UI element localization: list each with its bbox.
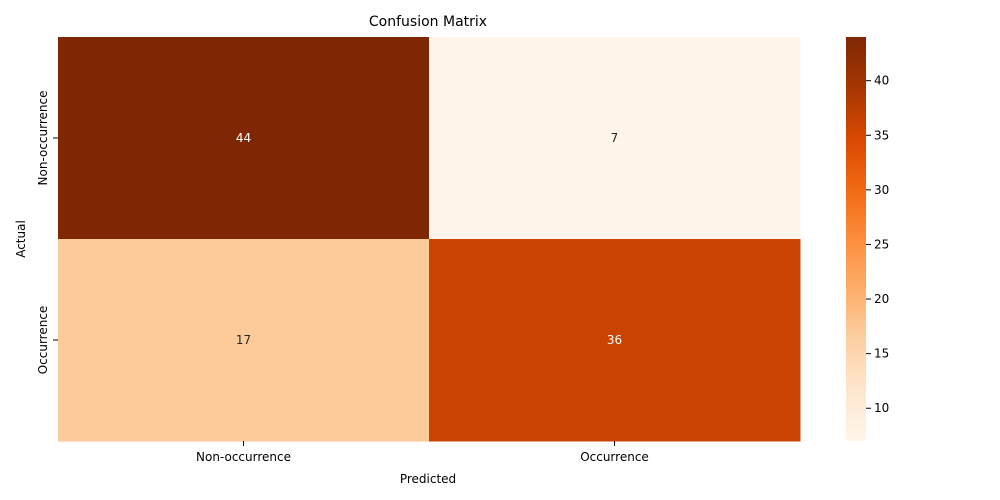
- cell-value-label: 17: [236, 333, 251, 347]
- cell-value-label: 36: [607, 333, 622, 347]
- heatmap-cells: [58, 37, 801, 442]
- x-tick-label: Occurrence: [580, 450, 649, 464]
- colorbar-tick-label: 35: [874, 128, 889, 142]
- colorbar-tick-label: 25: [874, 237, 889, 251]
- chart-title: Confusion Matrix: [369, 14, 487, 30]
- colorbar-tick-label: 30: [874, 183, 889, 197]
- heatmap-cell-r1-c0: [58, 239, 430, 442]
- colorbar-ticks: 10 15 20 25 30 35 40: [866, 74, 889, 415]
- x-axis-label: Predicted: [400, 472, 456, 486]
- cell-value-label: 44: [236, 131, 251, 145]
- colorbar: [846, 37, 866, 441]
- y-axis-ticks: Non-occurrence Occurrence: [36, 91, 58, 375]
- colorbar-tick-label: 20: [874, 292, 889, 306]
- colorbar-tick-label: 10: [874, 401, 889, 415]
- colorbar-tick-label: 40: [874, 74, 889, 88]
- y-tick-label: Occurrence: [36, 306, 50, 375]
- colorbar-tick-label: 15: [874, 347, 889, 361]
- x-tick-label: Non-occurrence: [196, 450, 291, 464]
- heatmap-cell-r1-c1: [429, 239, 801, 442]
- cell-value-label: 7: [611, 131, 619, 145]
- y-tick-label: Non-occurrence: [36, 91, 50, 186]
- heatmap-cell-r0-c1: [429, 37, 801, 240]
- y-axis-label: Actual: [14, 220, 28, 258]
- x-axis-ticks: Non-occurrence Occurrence: [196, 441, 649, 464]
- heatmap-cell-labels: 44 7 17 36: [236, 131, 622, 347]
- heatmap-cell-r0-c0: [58, 37, 430, 240]
